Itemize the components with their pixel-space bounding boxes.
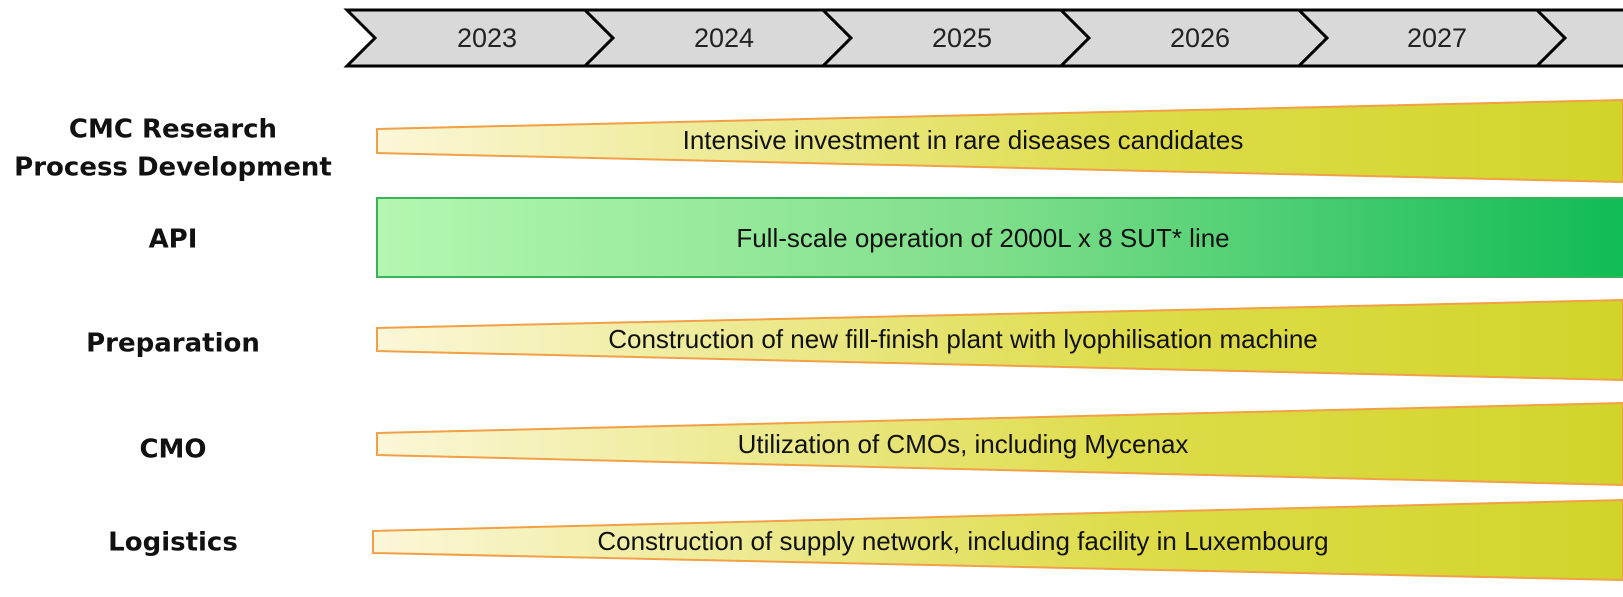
bar-text: Utilization of CMOs, including Mycenax xyxy=(738,429,1189,459)
year-label: 2023 xyxy=(457,23,517,53)
row-label: CMO xyxy=(139,435,206,465)
year-label: 2027 xyxy=(1407,23,1467,53)
bars xyxy=(372,98,1623,582)
row-label: Preparation xyxy=(86,329,260,359)
bar-text: Construction of new fill-finish plant wi… xyxy=(608,324,1318,354)
row-label: Logistics xyxy=(108,528,238,558)
bar-text: Full-scale operation of 2000L x 8 SUT* l… xyxy=(736,223,1229,253)
year-label: 2025 xyxy=(932,23,992,53)
bar-text: Construction of supply network, includin… xyxy=(597,526,1328,556)
wedge xyxy=(372,498,1623,582)
bar-text: Intensive investment in rare diseases ca… xyxy=(683,125,1244,155)
timeline xyxy=(343,8,1623,68)
row-label: CMC Research xyxy=(69,115,277,145)
wedge xyxy=(376,98,1623,184)
wedge xyxy=(376,401,1623,487)
api-bar xyxy=(376,197,1623,278)
year-label: 2026 xyxy=(1170,23,1230,53)
year-label: 2024 xyxy=(694,23,754,53)
wedge xyxy=(376,298,1623,382)
row-label: API xyxy=(149,225,198,255)
row-label: Process Development xyxy=(14,153,332,183)
